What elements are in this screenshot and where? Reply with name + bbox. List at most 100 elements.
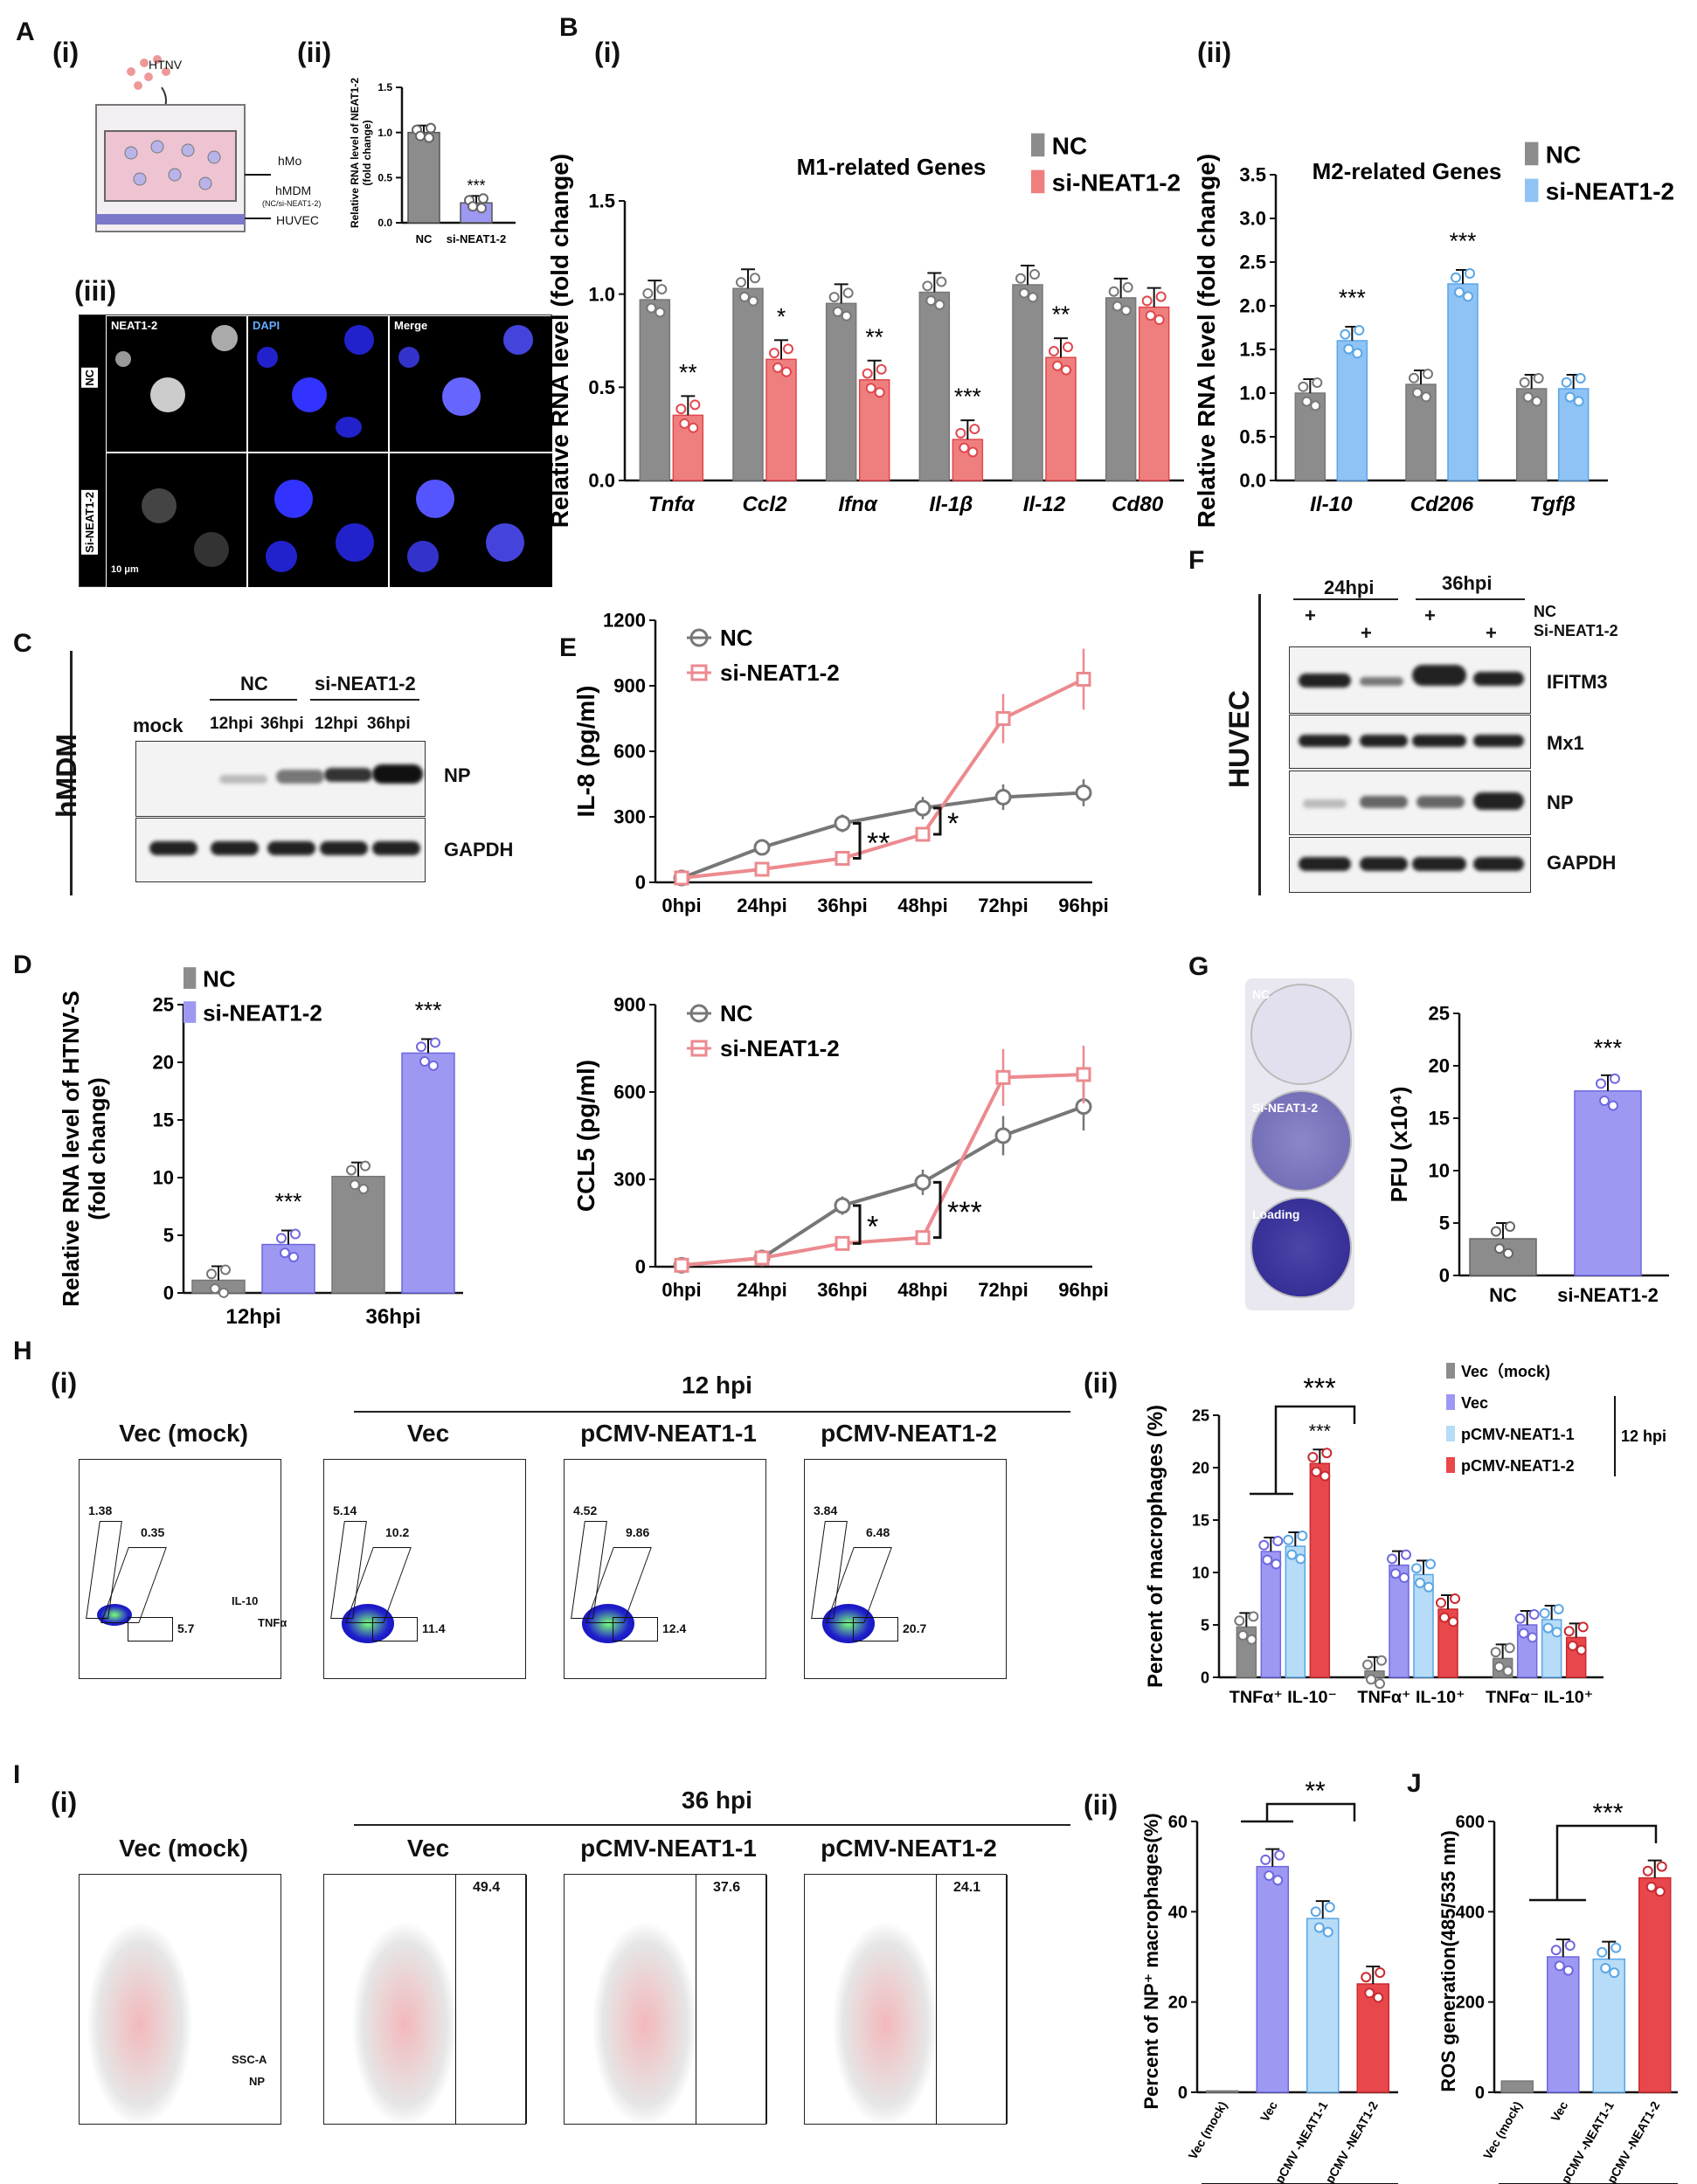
data-point bbox=[841, 310, 852, 321]
data-point bbox=[1567, 1641, 1578, 1651]
bar-nc bbox=[1515, 388, 1548, 481]
data-point bbox=[674, 870, 689, 886]
a-ii-ylabel: (fold change) bbox=[361, 120, 373, 185]
data-point bbox=[936, 276, 947, 287]
e-ccl5-ylabel: CCL5 (pg/ml) bbox=[572, 1060, 599, 1212]
y-tick-label: 0.5 bbox=[588, 377, 615, 398]
f-line-36 bbox=[1416, 598, 1525, 600]
f-band-ifitm3: IFITM3 bbox=[1547, 671, 1608, 693]
data-point bbox=[1463, 291, 1473, 302]
facs-x-axis-label: NP bbox=[249, 2075, 266, 2088]
data-point bbox=[1155, 291, 1167, 302]
data-point bbox=[1597, 1946, 1608, 1958]
data-point bbox=[1465, 268, 1475, 279]
panel-h-i-label: (i) bbox=[51, 1367, 78, 1399]
data-point bbox=[1502, 1665, 1513, 1676]
data-point bbox=[419, 1056, 430, 1068]
mic-row-1: NC bbox=[81, 368, 98, 388]
data-point bbox=[360, 1160, 371, 1171]
facs-plot: 37.6 bbox=[564, 1874, 767, 2125]
f-blot-mx1 bbox=[1289, 715, 1531, 769]
data-point bbox=[1596, 1078, 1606, 1089]
bar bbox=[1500, 2080, 1534, 2093]
data-point bbox=[674, 1257, 689, 1273]
data-point bbox=[1029, 269, 1040, 280]
significance-label: ** bbox=[865, 324, 883, 350]
facs-gate-value: 5.14 bbox=[333, 1503, 357, 1517]
y-tick-label: 2.5 bbox=[1239, 252, 1266, 273]
x-tick-label: si-NEAT1-2 bbox=[1557, 1284, 1659, 1306]
y-tick-label: 600 bbox=[613, 1082, 646, 1103]
x-tick-label: 36hpi bbox=[817, 895, 867, 916]
data-point bbox=[915, 1230, 931, 1246]
data-point bbox=[865, 383, 876, 394]
legend-label: si-NEAT1-2 bbox=[720, 660, 840, 686]
data-point bbox=[842, 287, 854, 299]
data-point bbox=[959, 442, 970, 453]
d-ylabel: (fold change) bbox=[84, 1077, 110, 1220]
d-legend-label: si-NEAT1-2 bbox=[203, 999, 322, 1026]
significance-label: ** bbox=[679, 359, 697, 385]
c-blot-np bbox=[135, 741, 426, 817]
data-point bbox=[415, 130, 426, 142]
f-plus-2: + bbox=[1361, 622, 1372, 644]
y-tick-label: 5 bbox=[1439, 1213, 1450, 1234]
data-point bbox=[1425, 1559, 1436, 1570]
significance-label: *** bbox=[467, 176, 485, 194]
data-point bbox=[739, 291, 750, 302]
x-tick-label: 24hpi bbox=[737, 1279, 786, 1301]
panel-label-i: I bbox=[13, 1760, 21, 1789]
b-ii-ylabel: Relative RNA level (fold change) bbox=[1193, 154, 1220, 528]
mic-nc-dapi bbox=[247, 315, 389, 453]
significance-label: * bbox=[777, 303, 786, 329]
panel-b-ii-label: (ii) bbox=[1197, 37, 1232, 68]
d-ylabel: Relative RNA level of HTNV-S bbox=[58, 991, 84, 1307]
data-point bbox=[1307, 1452, 1319, 1462]
panel-i-i-label: (i) bbox=[51, 1787, 78, 1818]
f-blot-ifitm3 bbox=[1289, 646, 1531, 714]
bar-nc bbox=[918, 291, 951, 481]
x-tick-label: TNFα⁺ IL-10⁻ bbox=[1229, 1688, 1337, 1707]
y-tick-label: 20 bbox=[1192, 1459, 1209, 1476]
g-ylabel: PFU (x10⁴) bbox=[1386, 1087, 1412, 1203]
data-point bbox=[736, 277, 746, 288]
data-point bbox=[276, 1233, 287, 1244]
legend-label: NC bbox=[720, 1000, 753, 1026]
x-tick-label: Vec (mock) bbox=[1186, 2099, 1230, 2162]
bar bbox=[1256, 1865, 1289, 2093]
c-lane-1: mock bbox=[133, 715, 184, 736]
data-point bbox=[914, 1173, 932, 1191]
data-point bbox=[1609, 1967, 1620, 1979]
y-tick-label: 600 bbox=[1456, 1813, 1485, 1832]
i-time-label: 36 hpi bbox=[682, 1787, 752, 1814]
facs-gate bbox=[613, 1617, 658, 1641]
data-point bbox=[1519, 377, 1530, 388]
data-point bbox=[1310, 1906, 1321, 1918]
c-group-nc: NC bbox=[240, 673, 268, 695]
bar bbox=[1206, 2090, 1239, 2093]
c-side-label: hMDM bbox=[51, 734, 82, 818]
facs-title: pCMV-NEAT1-2 bbox=[821, 1420, 997, 1447]
facs-gate-value: 12.4 bbox=[662, 1621, 687, 1635]
data-point bbox=[754, 1250, 770, 1266]
y-tick-label: 3.0 bbox=[1239, 208, 1266, 230]
data-point bbox=[1361, 1972, 1372, 1983]
facs-y-axis-label: IL-10 bbox=[232, 1594, 259, 1607]
data-point bbox=[1313, 1922, 1325, 1933]
data-point bbox=[1234, 1615, 1245, 1627]
data-point bbox=[1411, 1563, 1422, 1574]
y-tick-label: 1.0 bbox=[377, 127, 392, 139]
bar bbox=[1638, 1876, 1672, 2093]
significance-label: *** bbox=[1594, 1034, 1623, 1061]
data-point bbox=[1645, 1881, 1657, 1892]
data-point bbox=[1599, 1095, 1610, 1106]
data-point bbox=[346, 1165, 357, 1176]
hmdm-label: hMDM bbox=[275, 183, 312, 197]
data-point bbox=[1141, 295, 1153, 307]
x-tick-label: Il-10 bbox=[1310, 493, 1353, 516]
y-tick-label: 0.0 bbox=[377, 217, 392, 229]
mic-si-neat bbox=[106, 453, 247, 588]
chart-e-il8: 0 300 600 900 1200 0hpi 24hpi 36hpi 48hpi 72hpi 96… bbox=[572, 610, 1109, 916]
data-point bbox=[1415, 1578, 1425, 1588]
legend-time: 12 hpi bbox=[1621, 1427, 1666, 1445]
